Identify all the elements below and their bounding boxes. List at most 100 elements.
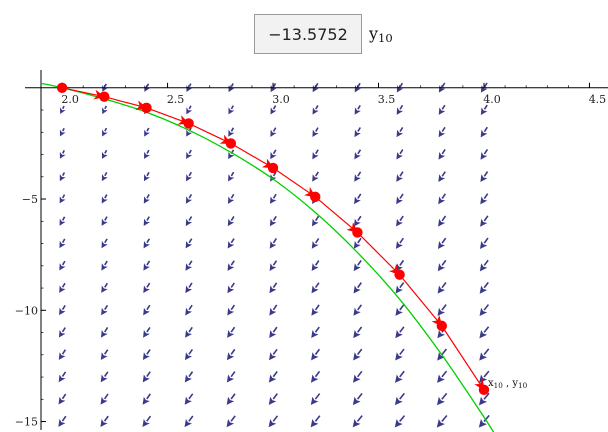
field-arrow: [311, 237, 320, 249]
field-arrow: [479, 237, 489, 250]
field-arrow-head: [311, 352, 319, 361]
field-arrow-shaft: [188, 105, 192, 110]
field-arrow-head: [143, 263, 150, 271]
field-arrow: [102, 127, 108, 137]
field-arrow-head: [395, 285, 403, 294]
field-arrow: [185, 304, 193, 316]
field-arrow-head: [353, 240, 361, 249]
field-arrow-shaft: [357, 149, 362, 155]
field-arrow-shaft: [441, 304, 447, 311]
field-arrow-head: [354, 196, 361, 205]
field-arrow-shaft: [399, 370, 405, 378]
field-arrow-shaft: [62, 127, 65, 132]
field-arrow-head: [59, 196, 66, 204]
field-arrow: [438, 171, 446, 182]
field-arrow-shaft: [441, 171, 446, 177]
field-arrow-shaft: [230, 415, 236, 422]
field-arrow: [227, 238, 235, 249]
field-arrow-shaft: [483, 392, 490, 400]
field-arrow: [269, 260, 278, 271]
axes: 2.0 2.5 3.0 3.5 4.0 4.5 −5 −10 −15: [15, 70, 608, 430]
field-arrow-shaft: [314, 304, 320, 311]
field-arrow-shaft: [272, 149, 277, 155]
field-arrow: [100, 371, 109, 383]
field-arrow-head: [101, 151, 108, 159]
field-arrow-shaft: [441, 82, 446, 88]
field-arrow: [226, 393, 236, 405]
field-arrow-shaft: [104, 83, 107, 87]
field-arrow-head: [396, 151, 404, 160]
field-arrow-head: [395, 374, 403, 383]
field-arrow: [184, 349, 194, 361]
field-arrow-head: [59, 151, 66, 159]
field-arrow-head: [268, 418, 277, 428]
y10-readout-box[interactable]: −13.5752: [254, 14, 362, 54]
field-arrow-shaft: [314, 260, 320, 266]
field-arrow-shaft: [61, 371, 67, 377]
field-arrow: [59, 282, 66, 293]
field-arrow-shaft: [314, 415, 321, 422]
field-arrow-shaft: [399, 104, 404, 110]
field-arrow-head: [143, 307, 150, 316]
field-arrow: [184, 393, 194, 405]
field-arrow-head: [270, 107, 277, 115]
field-arrow-head: [480, 218, 488, 227]
field-arrow-head: [185, 240, 193, 249]
field-arrow-shaft: [146, 415, 152, 422]
field-arrow: [227, 282, 235, 294]
euler-step-segment: [146, 107, 190, 125]
field-arrow-head: [480, 107, 488, 116]
field-arrow-head: [354, 85, 361, 93]
field-arrow-shaft: [230, 238, 235, 244]
field-arrow-head: [437, 307, 446, 316]
field-arrow-head: [311, 218, 319, 227]
field-arrow: [479, 304, 490, 317]
field-arrow-shaft: [188, 415, 194, 422]
field-arrow-shaft: [357, 193, 362, 199]
field-arrow-shaft: [441, 104, 446, 110]
field-arrow-head: [226, 352, 235, 361]
euler-step-segment: [441, 325, 485, 391]
field-arrow: [142, 349, 151, 361]
field-arrow-head: [186, 174, 193, 182]
field-arrow: [395, 282, 405, 294]
field-arrow-head: [268, 374, 277, 383]
field-arrow: [227, 260, 235, 271]
field-arrow: [101, 238, 108, 249]
euler-point: [310, 191, 321, 203]
field-arrow-shaft: [357, 215, 362, 222]
euler-point: [225, 138, 237, 149]
field-arrow-head: [269, 196, 277, 204]
field-arrow: [437, 259, 447, 272]
field-arrow-head: [352, 418, 361, 428]
field-arrow: [438, 215, 447, 227]
field-arrow-shaft: [104, 127, 108, 132]
field-arrow: [59, 304, 66, 316]
field-arrow-shaft: [61, 349, 67, 355]
field-arrow: [354, 193, 362, 205]
field-arrow: [185, 260, 193, 271]
field-arrow: [59, 238, 66, 249]
field-arrow: [185, 326, 193, 338]
field-arrow-shaft: [483, 237, 489, 244]
field-arrow-head: [227, 240, 235, 249]
field-arrow-head: [226, 374, 235, 383]
field-arrow: [436, 392, 448, 406]
field-arrow: [143, 282, 151, 294]
field-arrow-shaft: [146, 238, 151, 244]
field-arrow-shaft: [314, 326, 320, 333]
solution-curves: [40, 82, 495, 432]
field-arrow-shaft: [272, 370, 278, 378]
field-arrow-shaft: [103, 415, 109, 422]
field-arrow: [479, 281, 489, 294]
field-arrow-shaft: [314, 393, 321, 400]
field-arrow-head: [100, 418, 108, 427]
field-arrow-shaft: [314, 215, 320, 222]
field-arrow-shaft: [483, 126, 488, 133]
field-arrow-head: [480, 174, 488, 183]
field-arrow: [143, 194, 150, 204]
field-arrow-shaft: [188, 171, 193, 177]
euler-point: [352, 227, 363, 238]
field-arrow: [480, 148, 489, 160]
field-arrow: [58, 371, 67, 383]
